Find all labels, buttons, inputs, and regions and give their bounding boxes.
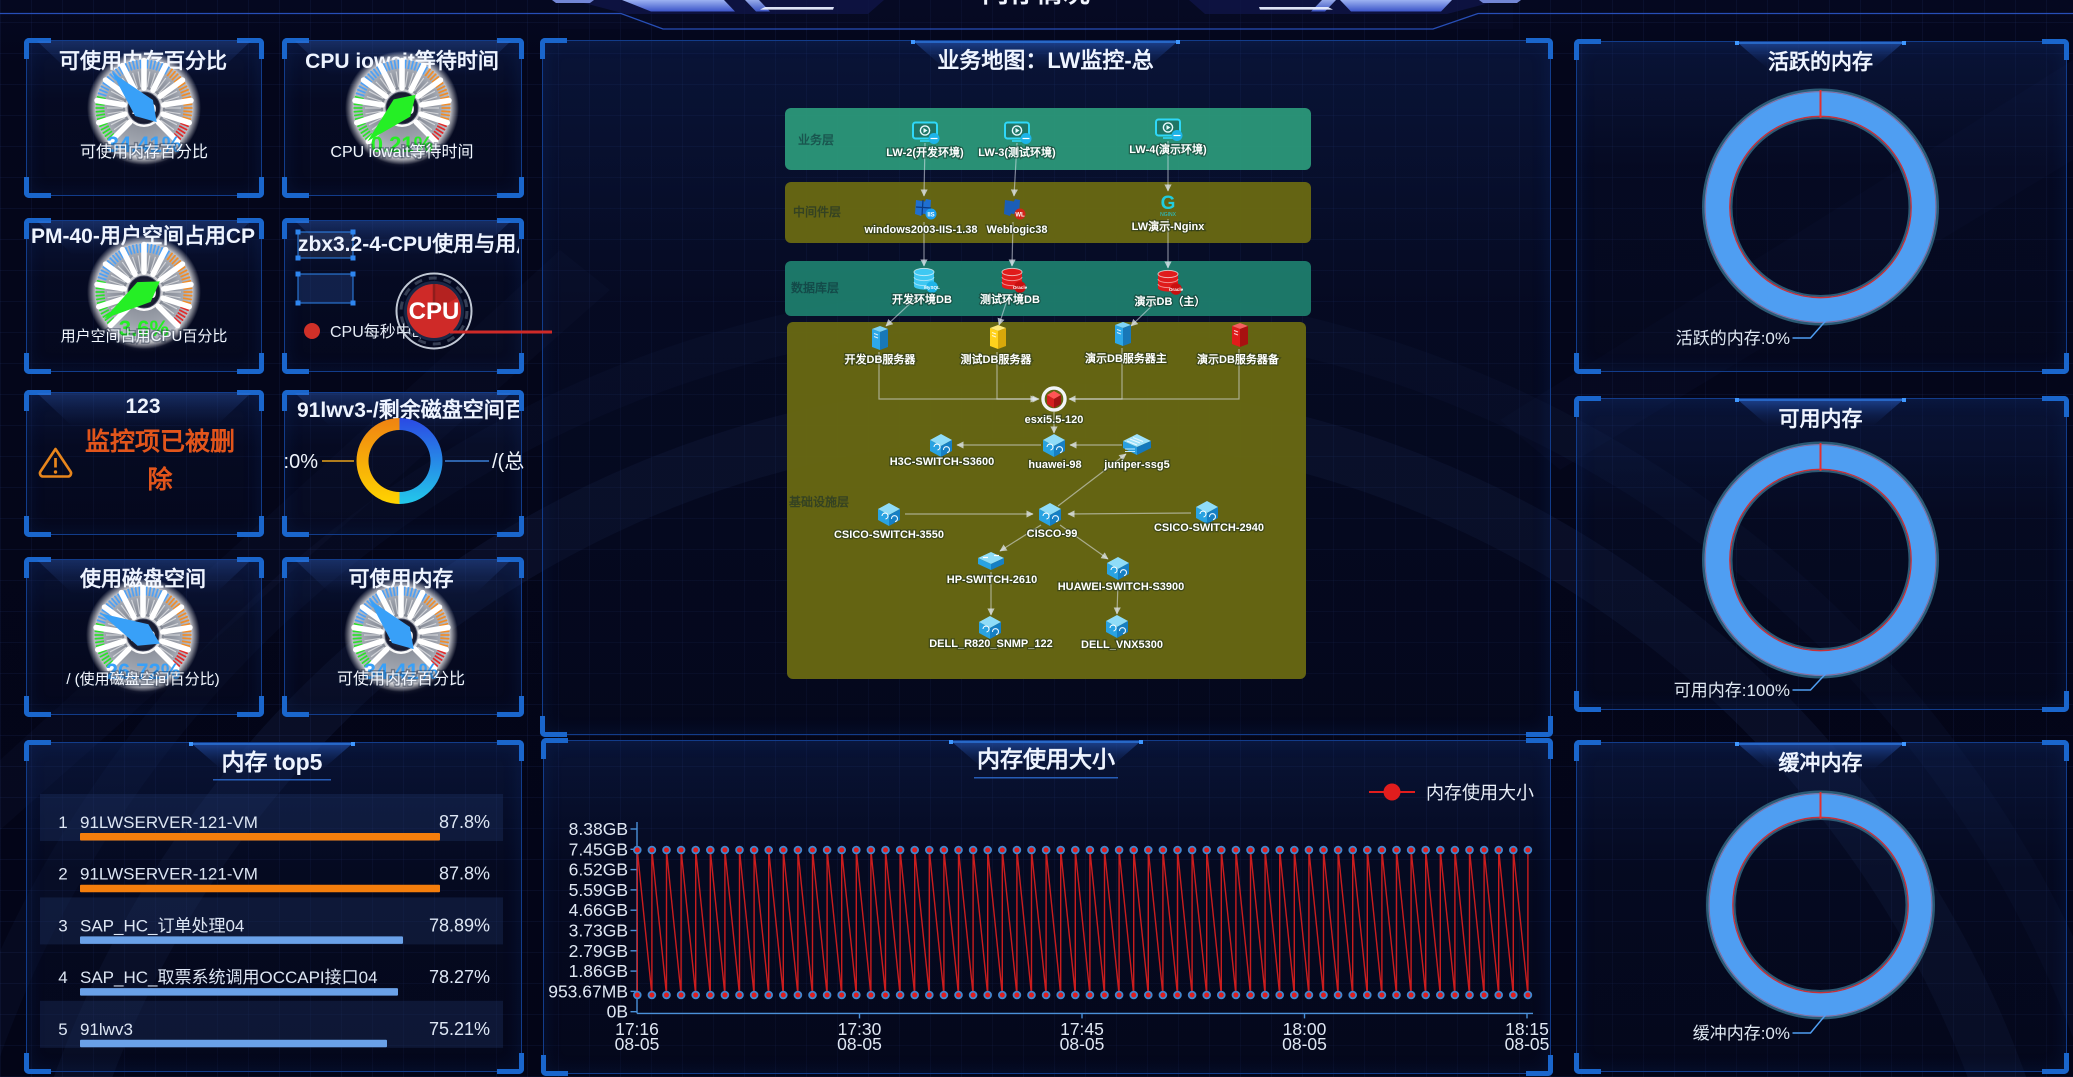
svg-text:演示DB服务器备: 演示DB服务器备 — [1197, 352, 1280, 366]
svg-text:SAP_HC_取票系统调用OCCAPI接口04: SAP_HC_取票系统调用OCCAPI接口04 — [80, 968, 378, 987]
svg-text:业务地图：LW监控-总: 业务地图：LW监控-总 — [937, 48, 1153, 73]
svg-text::0%: :0% — [284, 451, 319, 473]
svg-text:4.66GB: 4.66GB — [569, 900, 628, 920]
svg-text:演示DB（主）: 演示DB（主） — [1135, 294, 1206, 308]
svg-text:开发DB服务器: 开发DB服务器 — [845, 352, 917, 366]
svg-text:可用内存:100%: 可用内存:100% — [1674, 681, 1790, 700]
svg-text:SAP_HC_订单处理04: SAP_HC_订单处理04 — [80, 916, 244, 935]
svg-text:CPU iowait等待时间: CPU iowait等待时间 — [330, 143, 473, 161]
svg-text:G: G — [1161, 193, 1176, 214]
svg-text:/ (使用磁盘空间百分比): / (使用磁盘空间百分比) — [66, 670, 219, 688]
svg-text:4: 4 — [58, 968, 67, 987]
svg-text:2: 2 — [58, 865, 67, 884]
svg-text:7.45GB: 7.45GB — [569, 839, 628, 859]
svg-text:3.6%: 3.6% — [119, 316, 169, 341]
svg-text:08-05: 08-05 — [837, 1034, 882, 1054]
svg-text:CISCO-99: CISCO-99 — [1027, 528, 1078, 540]
svg-text:87.8%: 87.8% — [439, 812, 490, 832]
svg-text:内存 top5: 内存 top5 — [222, 749, 323, 775]
svg-text:内存使用大小: 内存使用大小 — [1426, 783, 1534, 803]
svg-text:34.41%: 34.41% — [107, 132, 182, 157]
svg-text:5.59GB: 5.59GB — [569, 880, 628, 900]
svg-text:/(总: /(总 — [492, 450, 524, 473]
svg-text:18:15: 18:15 — [1505, 1019, 1549, 1039]
svg-text:17:30: 17:30 — [838, 1019, 882, 1039]
svg-text:LW-4(演示环境): LW-4(演示环境) — [1129, 142, 1207, 156]
svg-text:CPU: CPU — [409, 298, 460, 325]
svg-text:3.73GB: 3.73GB — [569, 921, 628, 941]
svg-text:08-05: 08-05 — [1060, 1034, 1105, 1054]
svg-text:HUAWEI-SWITCH-S3900: HUAWEI-SWITCH-S3900 — [1058, 581, 1185, 593]
svg-text:75.21%: 75.21% — [429, 1019, 490, 1039]
svg-text:LW演示-Nginx: LW演示-Nginx — [1132, 219, 1206, 233]
svg-text:3: 3 — [58, 916, 67, 935]
svg-text:DELL_R820_SNMP_122: DELL_R820_SNMP_122 — [929, 638, 1053, 650]
svg-text:huawei-98: huawei-98 — [1028, 459, 1081, 471]
svg-text:Oracle: Oracle — [1013, 285, 1028, 290]
svg-text:78.89%: 78.89% — [429, 915, 490, 935]
svg-text:演示DB服务器主: 演示DB服务器主 — [1085, 351, 1167, 365]
svg-text:17:16: 17:16 — [615, 1019, 659, 1039]
svg-text:业务层: 业务层 — [798, 132, 834, 147]
svg-text:91lwv3: 91lwv3 — [80, 1020, 133, 1039]
svg-text:953.67MB: 953.67MB — [548, 981, 628, 1001]
svg-text:可使用内存百分比: 可使用内存百分比 — [80, 143, 208, 161]
svg-text:18:00: 18:00 — [1283, 1019, 1327, 1039]
svg-text:17:45: 17:45 — [1060, 1019, 1104, 1039]
svg-text:91LWSERVER-121-VM: 91LWSERVER-121-VM — [80, 813, 258, 832]
svg-text:juniper-ssg5: juniper-ssg5 — [1103, 459, 1169, 471]
svg-text:H3C-SWITCH-S3600: H3C-SWITCH-S3600 — [890, 456, 995, 468]
svg-text:缓冲内存: 缓冲内存 — [1779, 751, 1863, 775]
svg-text:缓冲内存:0%: 缓冲内存:0% — [1693, 1024, 1790, 1043]
svg-text:NGINX: NGINX — [1160, 212, 1177, 218]
svg-text:监控项已被删: 监控项已被删 — [85, 428, 235, 456]
svg-text:LW-2(开发环境): LW-2(开发环境) — [886, 145, 964, 159]
svg-text:MySQL: MySQL — [924, 285, 940, 290]
svg-text:08-05: 08-05 — [1282, 1034, 1327, 1054]
svg-text:CSICO-SWITCH-3550: CSICO-SWITCH-3550 — [834, 529, 944, 541]
svg-text:DELL_VNX5300: DELL_VNX5300 — [1081, 639, 1163, 651]
svg-text:6.52GB: 6.52GB — [569, 860, 628, 880]
svg-text:78.27%: 78.27% — [429, 967, 490, 987]
svg-text:26.72%: 26.72% — [106, 659, 181, 684]
svg-text:除: 除 — [147, 465, 173, 494]
svg-text:Oracle: Oracle — [1169, 287, 1184, 292]
svg-text:内存使用大小: 内存使用大小 — [977, 746, 1115, 772]
svg-text:活跃的内存:0%: 活跃的内存:0% — [1676, 329, 1790, 348]
svg-text:数据库层: 数据库层 — [791, 280, 839, 295]
svg-text:2.79GB: 2.79GB — [569, 941, 628, 961]
svg-text:5: 5 — [58, 1020, 67, 1039]
svg-text:IIS: IIS — [927, 213, 934, 219]
svg-text:可用内存: 可用内存 — [1779, 407, 1863, 431]
svg-text:HP-SWITCH-2610: HP-SWITCH-2610 — [947, 574, 1037, 586]
svg-text:Weblogic38: Weblogic38 — [987, 224, 1048, 236]
svg-text:esxi5.5-120: esxi5.5-120 — [1025, 414, 1084, 426]
svg-text:活跃的内存: 活跃的内存 — [1768, 50, 1873, 74]
svg-text:测试DB服务器: 测试DB服务器 — [961, 352, 1033, 366]
svg-text:开发环境DB: 开发环境DB — [892, 292, 952, 306]
svg-text:08-05: 08-05 — [615, 1034, 660, 1054]
svg-text:8.38GB: 8.38GB — [569, 819, 628, 839]
svg-text:91LWSERVER-121-VM: 91LWSERVER-121-VM — [80, 865, 258, 884]
svg-text:内存情况: 内存情况 — [982, 0, 1090, 8]
svg-text:1.86GB: 1.86GB — [569, 961, 628, 981]
svg-text:1: 1 — [58, 813, 67, 832]
svg-text:测试环境DB: 测试环境DB — [980, 292, 1040, 306]
svg-text:08-05: 08-05 — [1505, 1034, 1550, 1054]
svg-text:windows2003-IIS-1.38: windows2003-IIS-1.38 — [863, 224, 977, 236]
svg-text:0B: 0B — [607, 1002, 628, 1022]
svg-text:LW-3(测试环境): LW-3(测试环境) — [978, 145, 1056, 159]
svg-text:123: 123 — [125, 395, 160, 418]
svg-text:基础设施层: 基础设施层 — [788, 494, 849, 509]
svg-text:CSICO-SWITCH-2940: CSICO-SWITCH-2940 — [1154, 522, 1264, 534]
svg-text:91lwv3-/剩余磁盘空间百分: 91lwv3-/剩余磁盘空间百分 — [297, 398, 547, 422]
svg-text:用户空间占用CPU百分比: 用户空间占用CPU百分比 — [61, 328, 228, 345]
svg-text:WL: WL — [1015, 213, 1025, 219]
svg-text:zbx3.2-4-CPU使用与用户: zbx3.2-4-CPU使用与用户 — [298, 232, 537, 256]
svg-text:中间件层: 中间件层 — [793, 204, 841, 219]
svg-text:可使用内存百分比: 可使用内存百分比 — [337, 670, 465, 688]
svg-text:0.21%: 0.21% — [371, 132, 433, 157]
svg-text:34.41%: 34.41% — [364, 659, 439, 684]
svg-text:87.8%: 87.8% — [439, 864, 490, 884]
